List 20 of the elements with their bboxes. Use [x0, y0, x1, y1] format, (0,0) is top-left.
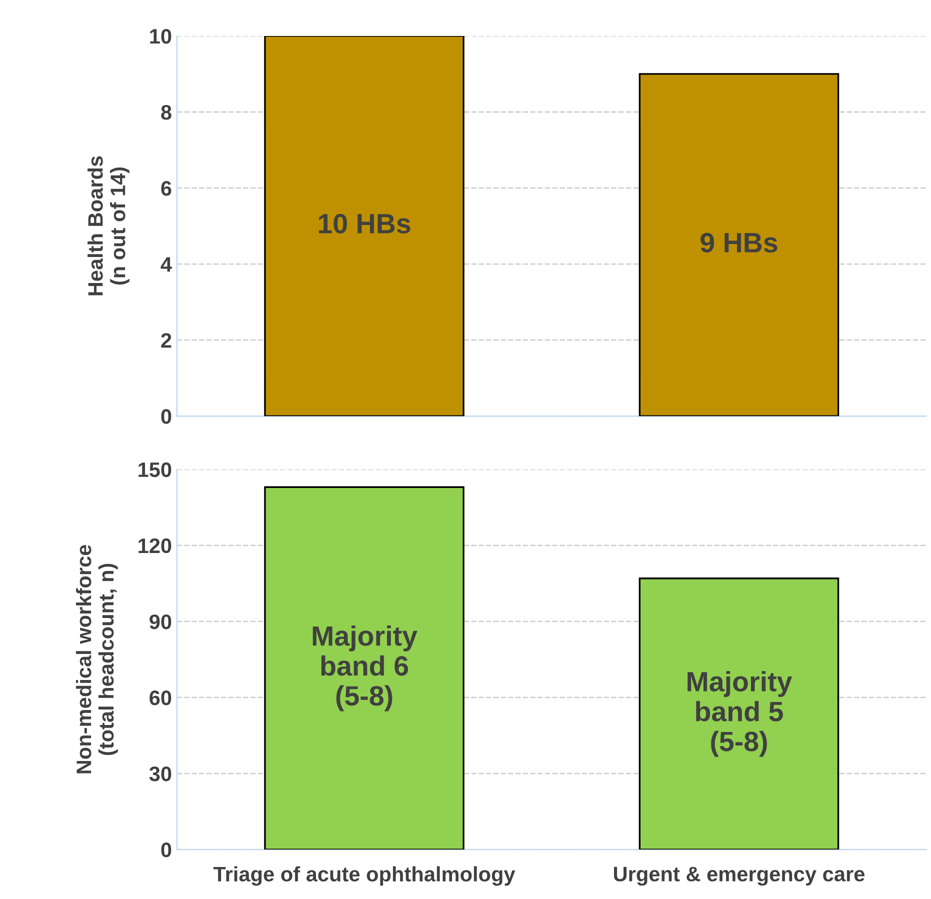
- annotation: 10 HBs: [318, 214, 410, 234]
- y-tick-label: 0: [161, 409, 172, 424]
- y-axis-title: Health Boards (n out of 14): [88, 156, 130, 296]
- annotation: Majority band 5 (5-8): [688, 671, 792, 757]
- y-tick-label: 120: [138, 538, 172, 554]
- x-tick-label: Triage of acute ophthalmology: [213, 866, 516, 886]
- annotation: Majority band 6 (5-8): [312, 625, 418, 712]
- y-tick-label: 4: [160, 257, 172, 272]
- annotation: 9 HBs: [700, 232, 778, 253]
- y-axis-title: Non-medical workforce (total headcount, n): [76, 544, 118, 774]
- y-tick-label: 60: [150, 690, 172, 706]
- y-tick-label: 90: [150, 614, 172, 630]
- y-tick-label: 10: [150, 28, 172, 44]
- x-tick-label: Urgent & emergency care: [614, 866, 864, 886]
- y-tick-label: 30: [149, 766, 172, 782]
- y-tick-label: 150: [138, 462, 172, 478]
- y-tick-label: 8: [161, 105, 172, 120]
- y-tick-label: 2: [161, 333, 172, 348]
- y-tick-label: 6: [161, 181, 172, 196]
- y-tick-label: 0: [161, 842, 172, 858]
